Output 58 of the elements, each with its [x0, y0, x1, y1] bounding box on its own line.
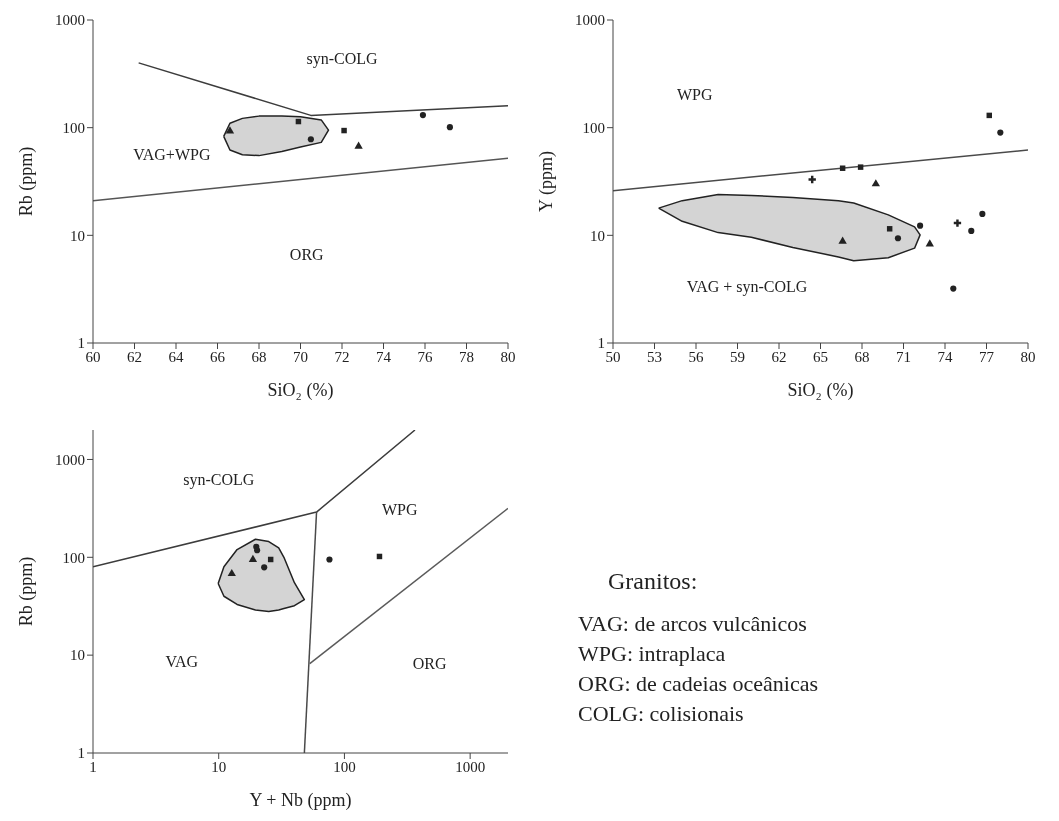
annotation: ORG [412, 655, 447, 674]
x-tick-label: 1000 [455, 758, 486, 775]
annotation: syn-COLG [183, 471, 255, 490]
y-tick-label: 1000 [575, 12, 605, 29]
x-tick-label: 68 [854, 348, 870, 365]
x-axis-title: SiO₂ (%) [787, 380, 854, 401]
x-tick-label: 74 [376, 348, 392, 365]
x-tick-label: 50 [605, 348, 621, 365]
y-tick-label: 1000 [55, 451, 85, 468]
y-tick-label: 100 [62, 549, 85, 566]
text: VAG: de arcos vulcânicos [578, 610, 808, 638]
y-axis-title: Rb (ppm) [16, 556, 38, 627]
annotation: VAG [165, 653, 199, 672]
y-tick-label: 100 [62, 119, 85, 136]
x-tick-label: 74 [937, 348, 953, 365]
x-tick-label: 65 [813, 348, 828, 365]
text: WPG: intraplaca [578, 640, 727, 668]
x-tick-label: 80 [500, 348, 516, 365]
y-tick-label: 100 [582, 119, 605, 136]
x-tick-label: 66 [210, 348, 226, 365]
y-tick-label: 10 [590, 227, 605, 244]
annotation: WPG [381, 500, 418, 519]
y-tick-label: 10 [70, 227, 85, 244]
x-tick-label: 77 [979, 348, 995, 365]
text: COLG: colisionais [578, 700, 745, 728]
x-tick-label: 78 [459, 348, 474, 365]
y-tick-label: 1 [77, 745, 85, 762]
x-tick-label: 80 [1020, 348, 1036, 365]
y-tick-label: 1 [77, 335, 85, 352]
annotation: WPG [676, 86, 713, 105]
text: ORG: de cadeias oceânicas [578, 670, 819, 698]
x-tick-label: 76 [417, 348, 433, 365]
x-tick-label: 62 [771, 348, 787, 365]
x-tick-label: 64 [168, 348, 184, 365]
y-tick-label: 10 [70, 647, 85, 664]
x-tick-label: 60 [85, 348, 101, 365]
x-tick-label: 56 [688, 348, 704, 365]
annotation: VAG+WPG [133, 145, 211, 164]
y-axis-title: Rb (ppm) [16, 146, 38, 217]
text: Granitos: [608, 568, 699, 595]
x-tick-label: 1 [89, 758, 97, 775]
x-tick-label: 10 [211, 758, 227, 775]
y-tick-label: 1 [597, 335, 605, 352]
x-tick-label: 70 [293, 348, 308, 365]
x-axis-title: SiO₂ (%) [267, 380, 334, 401]
x-tick-label: 62 [127, 348, 142, 365]
x-tick-label: 72 [334, 348, 350, 365]
y-axis-title: Y (ppm) [536, 151, 558, 212]
x-tick-label: 59 [730, 348, 745, 365]
x-tick-label: 53 [647, 348, 662, 365]
x-tick-label: 71 [896, 348, 911, 365]
x-tick-label: 100 [333, 758, 356, 775]
annotation: ORG [289, 245, 324, 264]
x-axis-title: Y + Nb (ppm) [249, 790, 352, 811]
annotation: VAG + syn-COLG [686, 278, 808, 297]
x-tick-label: 68 [251, 348, 267, 365]
annotation: syn-COLG [306, 50, 378, 69]
y-tick-label: 1000 [55, 12, 85, 29]
